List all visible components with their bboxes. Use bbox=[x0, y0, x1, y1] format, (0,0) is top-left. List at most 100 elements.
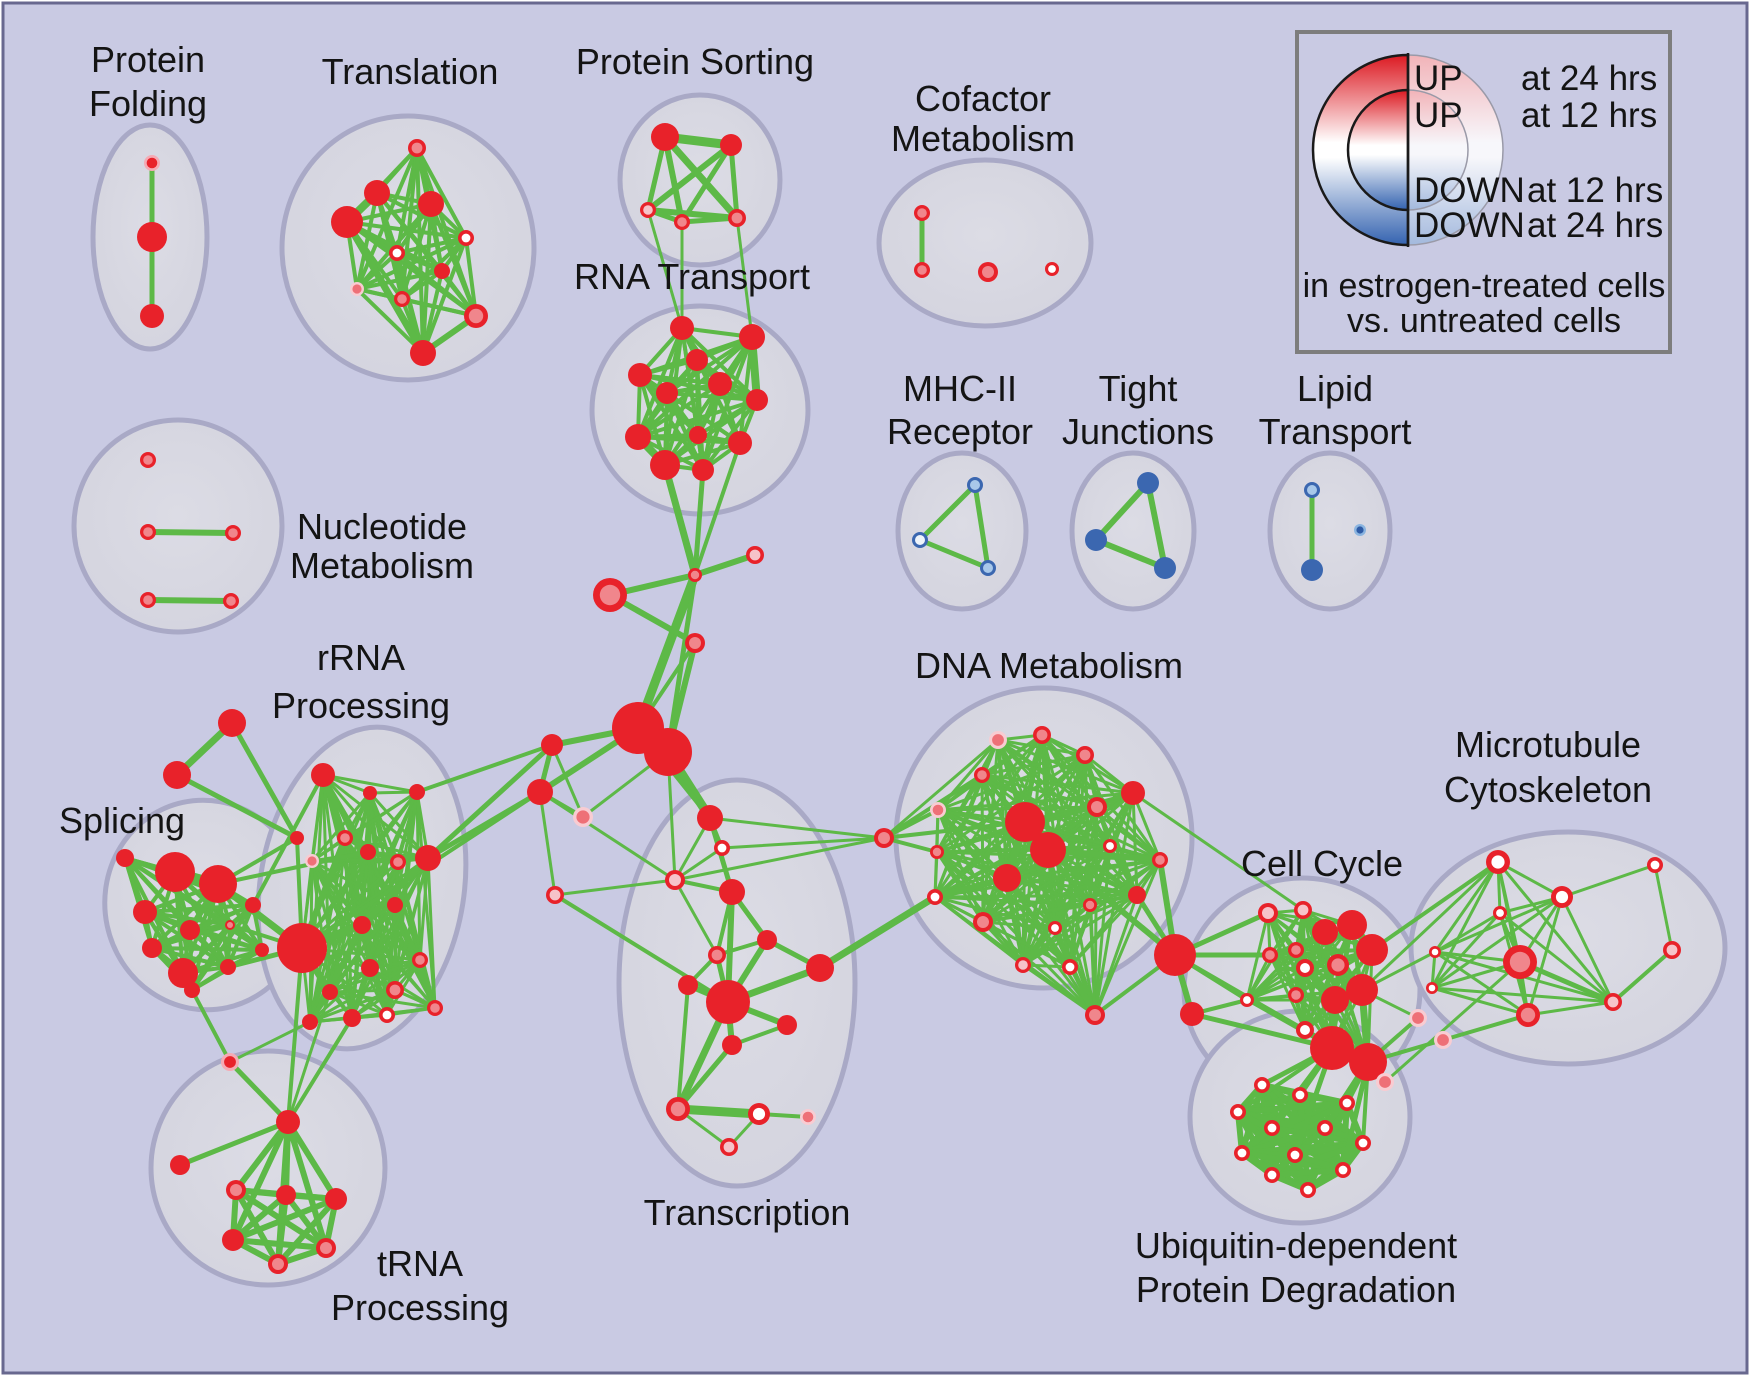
gene-node[interactable] bbox=[163, 761, 191, 789]
gene-node[interactable] bbox=[222, 1229, 244, 1251]
gene-node[interactable] bbox=[973, 912, 993, 932]
gene-node[interactable] bbox=[408, 139, 426, 157]
gene-node[interactable] bbox=[1304, 482, 1320, 498]
gene-node[interactable] bbox=[656, 382, 678, 404]
gene-node[interactable] bbox=[722, 1035, 742, 1055]
gene-node[interactable] bbox=[1240, 993, 1254, 1007]
gene-node[interactable] bbox=[1230, 1104, 1246, 1120]
gene-node[interactable] bbox=[390, 854, 406, 870]
gene-node[interactable] bbox=[980, 560, 996, 576]
gene-node[interactable] bbox=[874, 828, 894, 848]
gene-node[interactable] bbox=[967, 477, 983, 493]
gene-node[interactable] bbox=[1516, 1003, 1540, 1027]
gene-node[interactable] bbox=[688, 568, 702, 582]
gene-node[interactable] bbox=[1339, 1095, 1355, 1111]
gene-node[interactable] bbox=[1015, 957, 1031, 973]
gene-node[interactable] bbox=[255, 943, 269, 957]
gene-node[interactable] bbox=[415, 845, 441, 871]
gene-node[interactable] bbox=[720, 1138, 738, 1156]
gene-node[interactable] bbox=[1292, 1087, 1308, 1103]
gene-node[interactable] bbox=[665, 870, 685, 890]
gene-node[interactable] bbox=[927, 889, 943, 905]
gene-node[interactable] bbox=[311, 763, 335, 787]
gene-node[interactable] bbox=[140, 524, 156, 540]
gene-node[interactable] bbox=[322, 984, 338, 1000]
gene-node[interactable] bbox=[651, 123, 679, 151]
gene-node[interactable] bbox=[221, 1053, 239, 1071]
gene-node[interactable] bbox=[1486, 850, 1510, 874]
gene-node[interactable] bbox=[1327, 954, 1349, 976]
gene-node[interactable] bbox=[225, 525, 241, 541]
gene-node[interactable] bbox=[137, 222, 167, 252]
gene-node[interactable] bbox=[1356, 934, 1388, 966]
gene-node[interactable] bbox=[678, 975, 698, 995]
gene-node[interactable] bbox=[714, 840, 730, 856]
gene-node[interactable] bbox=[1317, 1120, 1333, 1136]
gene-node[interactable] bbox=[708, 946, 726, 964]
gene-node[interactable] bbox=[361, 959, 379, 977]
gene-node[interactable] bbox=[650, 450, 680, 480]
gene-node[interactable] bbox=[1154, 557, 1176, 579]
gene-node[interactable] bbox=[728, 209, 746, 227]
gene-node[interactable] bbox=[1321, 986, 1349, 1014]
gene-node[interactable] bbox=[379, 1007, 395, 1023]
gene-node[interactable] bbox=[697, 805, 723, 831]
gene-node[interactable] bbox=[993, 864, 1021, 892]
gene-node[interactable] bbox=[1663, 941, 1681, 959]
gene-node[interactable] bbox=[220, 959, 236, 975]
gene-node[interactable] bbox=[1493, 906, 1507, 920]
gene-node[interactable] bbox=[140, 452, 156, 468]
gene-node[interactable] bbox=[180, 920, 200, 940]
gene-node[interactable] bbox=[389, 245, 405, 261]
gene-node[interactable] bbox=[1409, 1009, 1427, 1027]
gene-node[interactable] bbox=[331, 206, 363, 238]
gene-node[interactable] bbox=[464, 304, 488, 328]
gene-node[interactable] bbox=[1434, 1031, 1452, 1049]
gene-node[interactable] bbox=[1294, 901, 1312, 919]
gene-node[interactable] bbox=[350, 282, 364, 296]
gene-node[interactable] bbox=[360, 844, 376, 860]
gene-node[interactable] bbox=[1152, 852, 1168, 868]
gene-node[interactable] bbox=[140, 304, 164, 328]
gene-node[interactable] bbox=[719, 879, 745, 905]
gene-node[interactable] bbox=[930, 802, 946, 818]
gene-node[interactable] bbox=[1154, 934, 1196, 976]
gene-node[interactable] bbox=[363, 786, 377, 800]
gene-node[interactable] bbox=[1376, 1073, 1394, 1091]
gene-node[interactable] bbox=[409, 784, 425, 800]
gene-node[interactable] bbox=[1005, 802, 1045, 842]
gene-node[interactable] bbox=[155, 852, 195, 892]
gene-node[interactable] bbox=[302, 1014, 318, 1030]
gene-node[interactable] bbox=[686, 349, 708, 371]
gene-node[interactable] bbox=[748, 1103, 770, 1125]
gene-node[interactable] bbox=[1030, 832, 1066, 868]
gene-node[interactable] bbox=[644, 728, 692, 776]
gene-node[interactable] bbox=[218, 709, 246, 737]
gene-node[interactable] bbox=[974, 767, 990, 783]
gene-node[interactable] bbox=[689, 426, 707, 444]
gene-node[interactable] bbox=[628, 363, 652, 387]
gene-node[interactable] bbox=[1503, 945, 1537, 979]
gene-node[interactable] bbox=[720, 134, 742, 156]
gene-node[interactable] bbox=[1085, 1005, 1105, 1025]
gene-node[interactable] bbox=[353, 916, 371, 934]
gene-node[interactable] bbox=[1335, 1162, 1351, 1178]
gene-node[interactable] bbox=[1647, 857, 1663, 873]
gene-node[interactable] bbox=[1045, 262, 1059, 276]
gene-node[interactable] bbox=[276, 1185, 296, 1205]
gene-node[interactable] bbox=[386, 981, 404, 999]
gene-node[interactable] bbox=[806, 954, 834, 982]
gene-node[interactable] bbox=[1429, 946, 1441, 958]
gene-node[interactable] bbox=[1121, 781, 1145, 805]
gene-node[interactable] bbox=[912, 532, 928, 548]
gene-node[interactable] bbox=[666, 1097, 690, 1121]
gene-node[interactable] bbox=[142, 938, 162, 958]
gene-node[interactable] bbox=[418, 191, 444, 217]
gene-node[interactable] bbox=[316, 1238, 336, 1258]
gene-node[interactable] bbox=[140, 592, 156, 608]
gene-node[interactable] bbox=[1180, 1002, 1204, 1026]
gene-node[interactable] bbox=[1312, 919, 1338, 945]
gene-node[interactable] bbox=[1258, 903, 1278, 923]
gene-node[interactable] bbox=[170, 1155, 190, 1175]
gene-node[interactable] bbox=[573, 807, 593, 827]
